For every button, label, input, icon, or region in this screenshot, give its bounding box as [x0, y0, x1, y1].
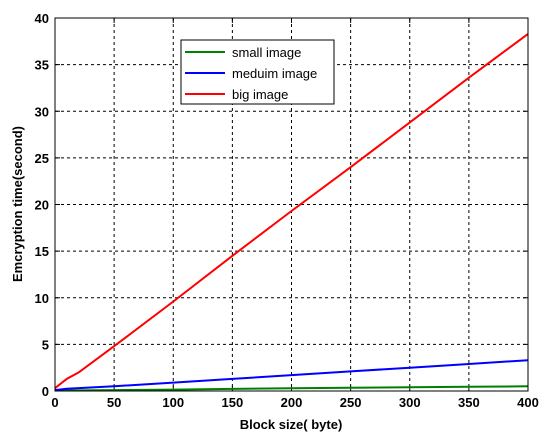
x-axis-label: Block size( byte) — [240, 417, 343, 432]
x-tick-label: 100 — [162, 395, 184, 410]
y-tick-label: 5 — [42, 337, 49, 352]
axis-ticks: 0 50 100 150 200 250 300 350 400 0 5 10 15 20 25 30 35 40 — [35, 11, 539, 410]
x-tick-label: 250 — [340, 395, 362, 410]
y-tick-label: 35 — [35, 58, 49, 73]
x-tick-label: 350 — [458, 395, 480, 410]
legend: small image meduim image big image — [180, 39, 335, 105]
y-tick-label: 25 — [35, 151, 49, 166]
series-line-big-image — [54, 33, 529, 389]
y-axis-label: Emcryption time(second) — [10, 126, 25, 282]
legend-label-meduim-image: meduim image — [232, 66, 317, 81]
x-tick-label: 0 — [51, 395, 58, 410]
legend-label-small-image: small image — [232, 45, 301, 60]
x-tick-label: 200 — [281, 395, 303, 410]
series-line-small-image — [54, 385, 529, 392]
y-tick-label: 40 — [35, 11, 49, 26]
y-tick-label: 20 — [35, 198, 49, 213]
x-tick-label: 50 — [107, 395, 121, 410]
y-tick-label: 10 — [35, 291, 49, 306]
plot-frame — [54, 17, 529, 392]
y-tick-label: 0 — [42, 384, 49, 399]
x-tick-label: 150 — [222, 395, 244, 410]
y-tick-label: 15 — [35, 244, 49, 259]
x-tick-label: 300 — [399, 395, 421, 410]
x-tick-label: 400 — [517, 395, 539, 410]
legend-label-big-image: big image — [232, 87, 288, 102]
y-tick-label: 30 — [35, 104, 49, 119]
series-line-meduim-image — [54, 359, 529, 392]
data-series — [54, 33, 529, 392]
